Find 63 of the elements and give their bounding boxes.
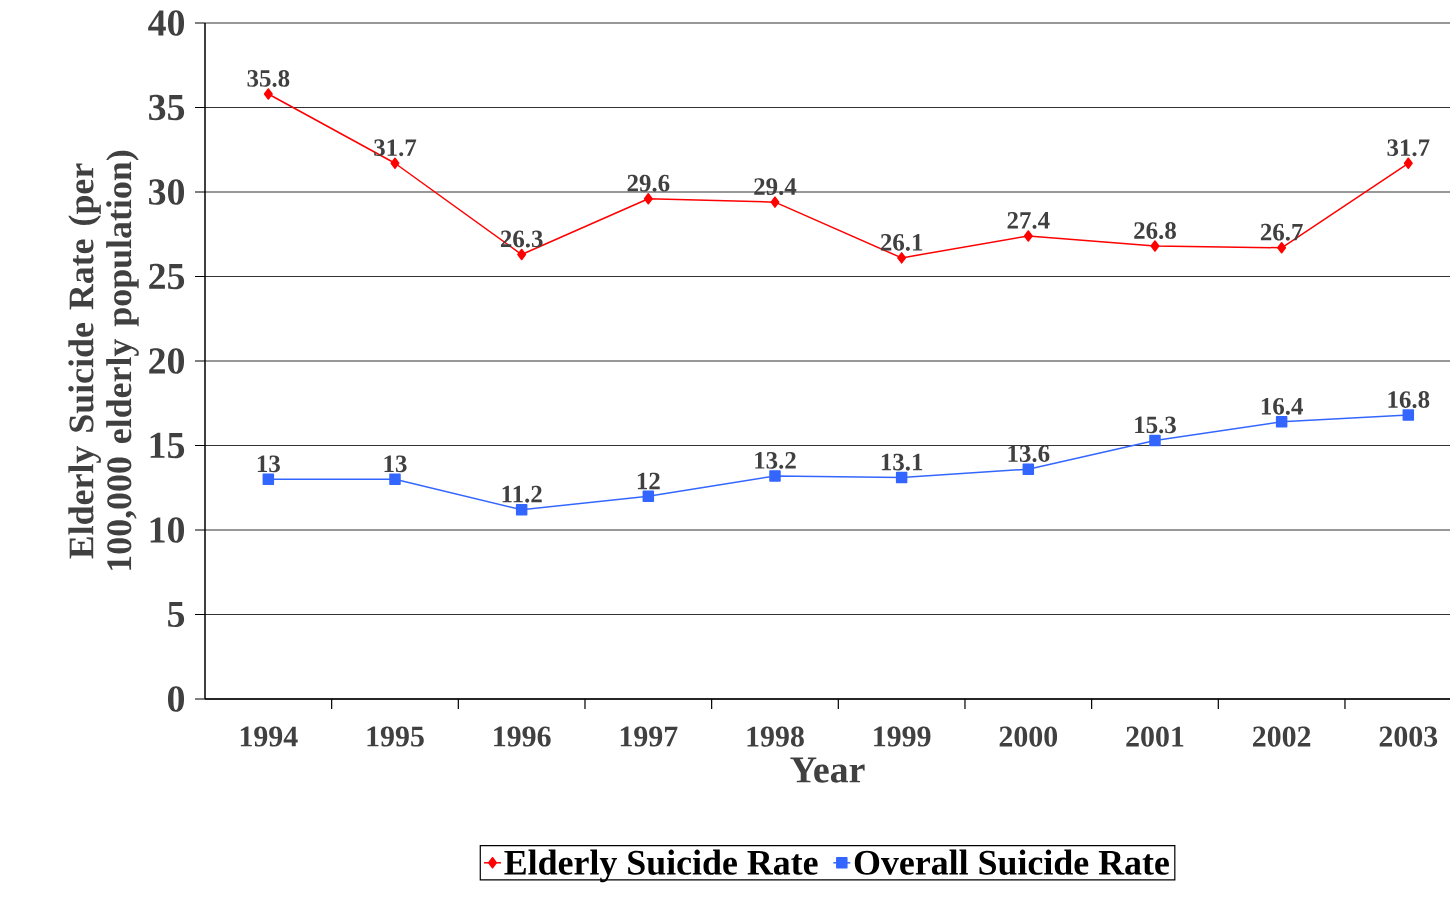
point [897, 252, 907, 264]
y-tick-label: 40 [148, 10, 185, 36]
point [769, 470, 781, 482]
data-label: 26.8 [1134, 222, 1176, 240]
point [1402, 409, 1415, 421]
data-label: 13.6 [1008, 445, 1050, 463]
point [642, 490, 655, 502]
point [895, 471, 908, 484]
point [1403, 157, 1413, 170]
y-tick-label: 10 [150, 517, 185, 543]
data-label: 35.8 [247, 69, 290, 87]
data-label: 26.3 [500, 230, 543, 248]
y-tick-label: 30 [149, 179, 185, 205]
data-label: 16.4 [1261, 397, 1303, 415]
y-tick-label: 5 [168, 601, 185, 628]
point [263, 88, 273, 100]
point [1023, 230, 1033, 242]
y-axis-title: Elderly Suicide Rate (per 100,000 elderly population) [68, 150, 139, 570]
data-label: 29.4 [754, 178, 797, 196]
data-label: 16.8 [1388, 391, 1430, 409]
x-tick-label: 2002 [1253, 726, 1311, 747]
data-label: 31.7 [374, 139, 417, 157]
data-label: 13.2 [755, 452, 796, 469]
y-tick-label: 0 [167, 686, 185, 712]
point [643, 193, 653, 205]
y-tick-label: 35 [149, 94, 185, 121]
data-label: 13 [384, 455, 407, 473]
data-label: 27.4 [1007, 212, 1050, 229]
data-label: 26.7 [1260, 223, 1303, 241]
point [770, 196, 780, 208]
point [1022, 463, 1035, 475]
point [1277, 242, 1287, 254]
x-tick-label: 2000 [999, 726, 1058, 747]
point [1149, 434, 1161, 447]
x-tick-label: 1998 [747, 726, 804, 747]
x-tick-label: 2003 [1379, 726, 1438, 747]
point [1275, 416, 1288, 428]
point [1150, 240, 1160, 252]
legend-label: Elderly Suicide Rate [504, 849, 818, 883]
x-tick-label: 1999 [874, 726, 931, 747]
data-label: 15.3 [1135, 416, 1176, 434]
legend-label: Overall Suicide Rate [854, 849, 1169, 875]
x-tick-label: 2001 [1126, 726, 1184, 747]
data-label: 31.7 [1387, 139, 1430, 157]
data-label: 13 [257, 455, 280, 473]
y-tick-label: 20 [149, 348, 185, 374]
data-label: 13.1 [881, 453, 923, 471]
data-label: 12 [637, 472, 660, 490]
point [517, 248, 527, 261]
point [262, 473, 275, 486]
x-tick-label: 1995 [367, 726, 424, 747]
data-label: 29.6 [627, 174, 670, 192]
data-label: 26.1 [880, 234, 923, 251]
y-tick-label: 25 [149, 263, 185, 290]
point [515, 503, 528, 516]
x-tick-label: 1994 [240, 726, 298, 747]
x-tick-label: 1997 [620, 726, 678, 747]
data-label: 11.2 [502, 485, 542, 503]
x-tick-label: 1996 [494, 726, 551, 747]
y-tick-label: 15 [150, 432, 185, 459]
point [390, 157, 400, 170]
point [389, 473, 401, 486]
x-axis-title: Year [790, 757, 865, 783]
